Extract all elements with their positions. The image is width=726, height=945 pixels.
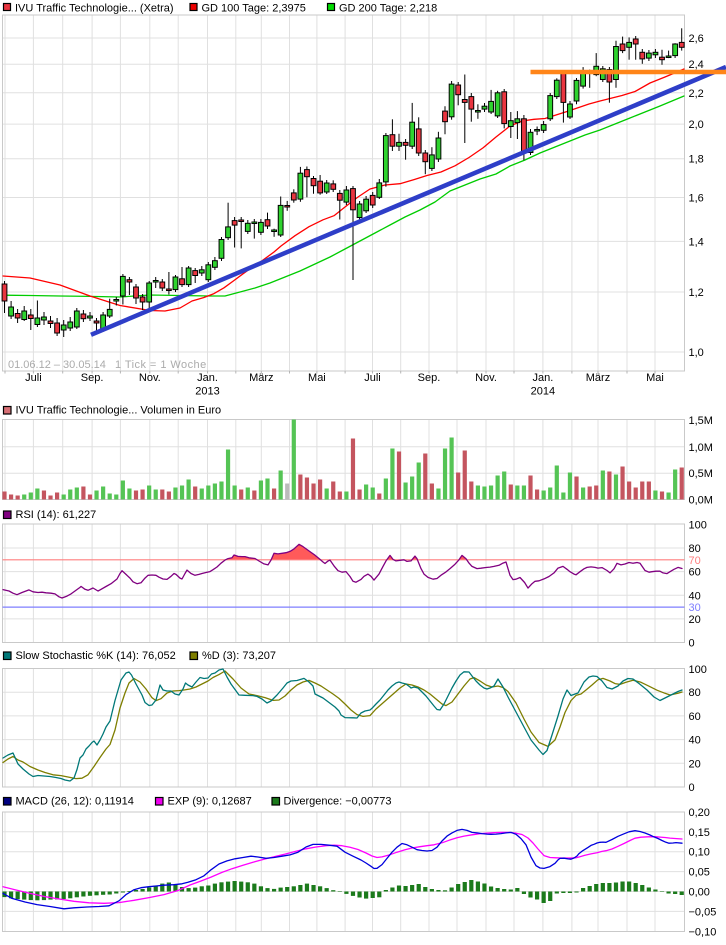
svg-text:März: März — [249, 372, 273, 384]
svg-text:Nov.: Nov. — [475, 372, 497, 384]
svg-text:2,0: 2,0 — [689, 119, 704, 131]
svg-text:0: 0 — [689, 638, 695, 650]
svg-text:IVU Traffic Technologie... Vol: IVU Traffic Technologie... Volumen in Eu… — [16, 405, 222, 417]
svg-text:Jan.: Jan. — [533, 372, 554, 384]
svg-text:2,4: 2,4 — [689, 59, 704, 71]
svg-text:0,20: 0,20 — [689, 807, 710, 819]
svg-text:IVU Traffic Technologie... (Xe: IVU Traffic Technologie... (Xetra) — [15, 3, 174, 15]
svg-text:0,00: 0,00 — [689, 887, 710, 899]
svg-text:EXP (9): 0,12687: EXP (9): 0,12687 — [168, 796, 252, 808]
svg-text:GD 100 Tage: 2,3975: GD 100 Tage: 2,3975 — [202, 3, 306, 15]
svg-text:1,0M: 1,0M — [689, 442, 713, 454]
svg-text:2013: 2013 — [195, 386, 219, 398]
svg-text:0,15: 0,15 — [689, 827, 710, 839]
svg-text:100: 100 — [689, 664, 707, 676]
svg-text:0,0M: 0,0M — [689, 495, 713, 507]
svg-text:Divergence: −0,00773: Divergence: −0,00773 — [284, 796, 392, 808]
svg-text:0,10: 0,10 — [689, 847, 710, 859]
svg-text:0: 0 — [689, 782, 695, 794]
svg-text:Sep.: Sep. — [81, 372, 104, 384]
svg-text:Sep.: Sep. — [418, 372, 441, 384]
svg-text:2014: 2014 — [531, 386, 555, 398]
svg-text:40: 40 — [689, 590, 701, 602]
svg-text:0,05: 0,05 — [689, 867, 710, 879]
svg-text:0,5M: 0,5M — [689, 468, 713, 480]
svg-text:%D (3): 73,207: %D (3): 73,207 — [202, 650, 276, 662]
svg-text:20: 20 — [689, 758, 701, 770]
svg-text:30: 30 — [689, 602, 701, 614]
svg-text:Nov.: Nov. — [139, 372, 161, 384]
svg-text:60: 60 — [689, 567, 701, 579]
svg-text:1,5M: 1,5M — [689, 415, 713, 427]
svg-text:1,4: 1,4 — [689, 236, 704, 248]
svg-text:Mai: Mai — [308, 372, 326, 384]
svg-text:2,6: 2,6 — [689, 33, 704, 45]
svg-text:Jan.: Jan. — [197, 372, 218, 384]
svg-text:1,8: 1,8 — [689, 154, 704, 166]
svg-text:−0,05: −0,05 — [689, 906, 717, 918]
svg-text:60: 60 — [689, 711, 701, 723]
svg-text:1 Tick = 1 Woche: 1 Tick = 1 Woche — [115, 359, 207, 371]
svg-text:−0,10: −0,10 — [689, 926, 717, 938]
svg-text:MACD (26, 12): 0,11914: MACD (26, 12): 0,11914 — [16, 796, 134, 808]
svg-text:1,0: 1,0 — [689, 347, 704, 359]
svg-text:GD 200 Tage: 2,218: GD 200 Tage: 2,218 — [339, 3, 437, 15]
svg-text:1,6: 1,6 — [689, 193, 704, 205]
svg-text:Slow Stochastic %K (14): 76,05: Slow Stochastic %K (14): 76,052 — [16, 650, 176, 662]
svg-text:2,2: 2,2 — [689, 88, 704, 100]
svg-text:20: 20 — [689, 614, 701, 626]
svg-text:100: 100 — [689, 519, 707, 531]
svg-text:80: 80 — [689, 543, 701, 555]
svg-text:01.06.12 – 30.05.14: 01.06.12 – 30.05.14 — [8, 359, 106, 371]
svg-text:Juli: Juli — [364, 372, 381, 384]
svg-text:März: März — [586, 372, 610, 384]
svg-text:70: 70 — [689, 555, 701, 567]
svg-text:1,2: 1,2 — [689, 287, 704, 299]
svg-text:40: 40 — [689, 735, 701, 747]
svg-text:Juli: Juli — [25, 372, 42, 384]
svg-text:Mai: Mai — [646, 372, 664, 384]
svg-text:RSI (14): 61,227: RSI (14): 61,227 — [16, 509, 97, 521]
svg-text:80: 80 — [689, 687, 701, 699]
